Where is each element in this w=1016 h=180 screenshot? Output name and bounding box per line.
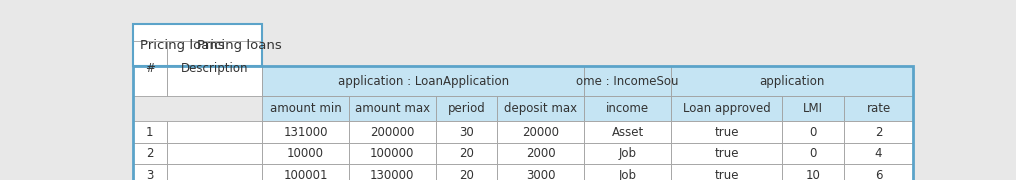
Bar <box>671 143 782 164</box>
Text: amount min: amount min <box>269 102 341 115</box>
Text: 0: 0 <box>810 147 817 160</box>
Text: application : LoanApplication: application : LoanApplication <box>337 75 509 88</box>
Text: true: true <box>714 126 739 139</box>
Text: 20: 20 <box>459 169 473 180</box>
Bar <box>844 121 912 143</box>
Bar <box>348 164 436 180</box>
Bar <box>262 164 348 180</box>
Bar <box>584 143 671 164</box>
Bar <box>132 66 912 180</box>
Bar <box>782 121 844 143</box>
Text: 30: 30 <box>459 126 473 139</box>
Text: 10: 10 <box>806 169 821 180</box>
Bar <box>348 143 436 164</box>
Bar <box>168 41 262 96</box>
Bar <box>132 143 168 164</box>
Bar <box>132 121 168 143</box>
Bar <box>782 164 844 180</box>
Bar <box>844 164 912 180</box>
Text: Job: Job <box>619 147 637 160</box>
Text: 20000: 20000 <box>522 126 560 139</box>
Text: application: application <box>759 75 825 88</box>
Bar <box>436 143 498 164</box>
Bar <box>671 66 912 96</box>
Bar <box>671 121 782 143</box>
Text: 1: 1 <box>146 126 153 139</box>
Bar <box>498 96 584 121</box>
Text: 10000: 10000 <box>287 147 324 160</box>
Bar <box>584 121 671 143</box>
Text: 2: 2 <box>146 147 153 160</box>
Bar <box>262 66 584 96</box>
Text: Asset: Asset <box>612 126 644 139</box>
Text: #: # <box>145 62 154 75</box>
Bar <box>262 121 348 143</box>
Text: income: income <box>606 102 649 115</box>
Bar <box>132 164 168 180</box>
Bar <box>132 24 262 66</box>
Bar <box>498 164 584 180</box>
Text: 3: 3 <box>146 169 153 180</box>
Bar <box>844 96 912 121</box>
Text: 130000: 130000 <box>370 169 415 180</box>
Text: 20: 20 <box>459 147 473 160</box>
Text: 2000: 2000 <box>526 147 556 160</box>
Text: 2: 2 <box>875 126 882 139</box>
Bar <box>584 164 671 180</box>
Text: 4: 4 <box>875 147 882 160</box>
Text: Pricing loans: Pricing loans <box>140 39 226 52</box>
Bar <box>436 96 498 121</box>
Text: 0: 0 <box>810 126 817 139</box>
Text: true: true <box>714 147 739 160</box>
Bar <box>671 96 782 121</box>
Bar <box>262 96 348 121</box>
Text: Description: Description <box>181 62 249 75</box>
Bar <box>348 96 436 121</box>
Text: rate: rate <box>867 102 891 115</box>
Text: 200000: 200000 <box>370 126 415 139</box>
Text: 100000: 100000 <box>370 147 415 160</box>
Bar <box>498 121 584 143</box>
Text: true: true <box>714 169 739 180</box>
Bar <box>168 121 262 143</box>
Bar <box>584 96 671 121</box>
Bar <box>782 143 844 164</box>
Bar <box>436 164 498 180</box>
Text: 100001: 100001 <box>283 169 328 180</box>
Bar <box>262 24 912 66</box>
Bar <box>132 24 262 66</box>
Text: amount max: amount max <box>355 102 430 115</box>
Bar <box>498 143 584 164</box>
Text: 131000: 131000 <box>283 126 328 139</box>
Text: 3000: 3000 <box>526 169 556 180</box>
Text: 6: 6 <box>875 169 882 180</box>
Text: Loan approved: Loan approved <box>683 102 770 115</box>
Bar <box>132 41 168 96</box>
Bar <box>262 143 348 164</box>
Bar <box>844 143 912 164</box>
Bar <box>436 121 498 143</box>
Bar <box>168 164 262 180</box>
Bar <box>168 143 262 164</box>
Bar <box>671 164 782 180</box>
Text: deposit max: deposit max <box>504 102 577 115</box>
Text: Job: Job <box>619 169 637 180</box>
Text: ome : IncomeSou: ome : IncomeSou <box>576 75 679 88</box>
Bar <box>782 96 844 121</box>
Text: Pricing loans: Pricing loans <box>197 39 282 52</box>
Text: period: period <box>448 102 486 115</box>
Bar <box>584 66 671 96</box>
Bar <box>348 121 436 143</box>
Text: LMI: LMI <box>804 102 823 115</box>
